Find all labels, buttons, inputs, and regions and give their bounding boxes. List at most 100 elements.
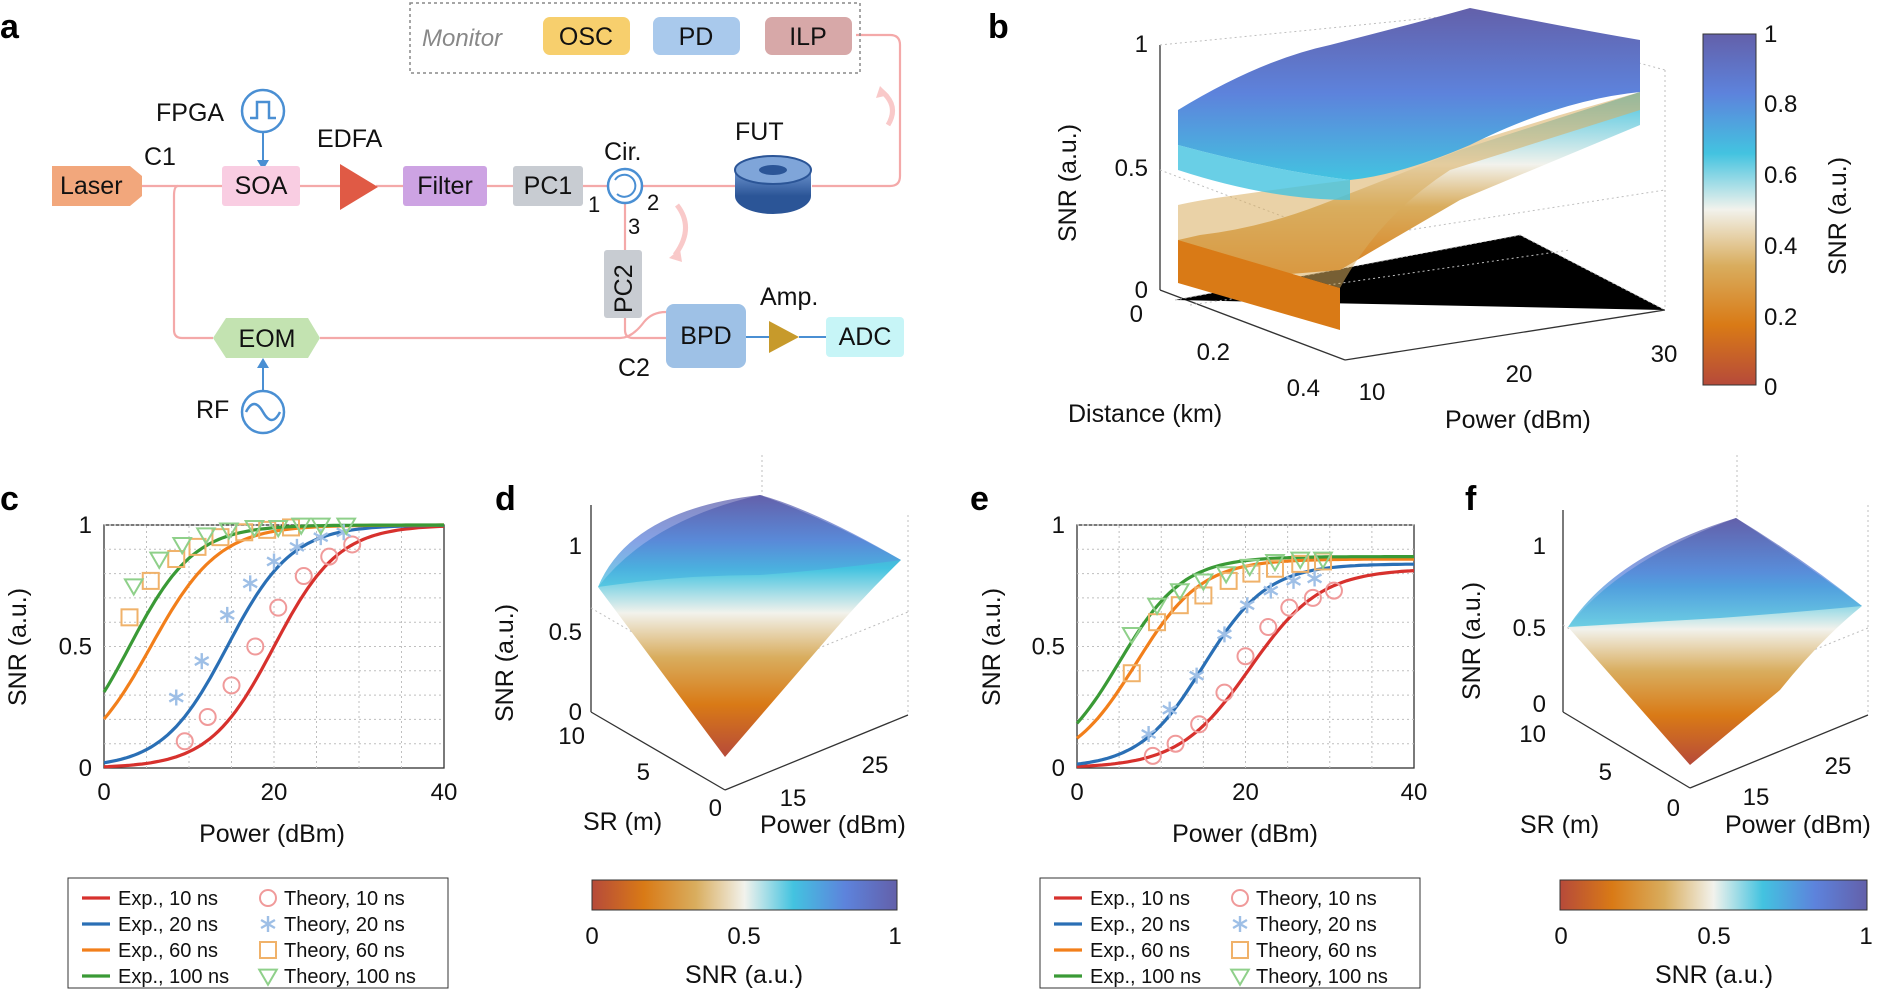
colorbar-d-label: SNR (a.u.) [685,961,803,989]
theory-marker-c-3-1 [148,551,170,570]
theory-marker-e-1-6 [1285,572,1302,589]
y-axis-b [1344,309,1666,361]
x-tick-e-1: 20 [1232,779,1259,806]
theory-marker-c-3-4 [218,522,240,541]
theory-marker-c-2-1 [141,571,160,590]
panel-label-d: d [495,480,516,518]
theory-marker-e-1-5 [1263,582,1279,599]
colorbar-b-tick-1: 0.2 [1764,304,1797,331]
theory-marker-e-1-2 [1189,667,1205,684]
x-axis-label-c: Power (dBm) [199,820,345,848]
legend-e [1039,877,1421,989]
legend-label-theory-c-1: Theory, 20 ns [284,914,405,936]
panel-label-b: b [988,8,1009,46]
surface-b-mid [1178,92,1640,288]
pc1-box [513,166,583,206]
surface-plot-b: 1 0.5 0 0 0.2 0.4 10 20 30 SNR (a.u.) Di… [1054,8,1852,434]
z-axis-label-f: SNR (a.u.) [1458,582,1486,700]
theory-marker-e-3-3 [1192,573,1214,592]
x-tick-b-2: 0.4 [1287,375,1320,402]
ilp-label: ILP [789,23,827,51]
theory-marker-c-0-4 [269,598,288,617]
theory-marker-c-1-2 [219,606,235,623]
x-tick-d-1: 5 [637,759,650,786]
z-tick-f-2: 0 [1533,691,1546,718]
osc-box [543,17,630,55]
colorbar-b [1702,33,1757,386]
legend-c [67,877,449,989]
theory-marker-e-1-1 [1162,701,1178,718]
theory-marker-e-3-4 [1215,566,1237,585]
y-tick-c-0: 0 [79,755,92,782]
colorbar-b-tick-0: 0 [1764,374,1777,401]
surface-b-upper-edge [1178,145,1350,200]
y-axis-label-c: SNR (a.u.) [4,588,32,706]
theory-marker-c-1-1 [194,653,210,670]
theory-marker-c-2-0 [120,608,139,627]
legend-label-theory-e-1: Theory, 20 ns [1256,914,1377,936]
legend-label-theory-c-3: Theory, 100 ns [284,966,416,988]
colorbar-f-label: SNR (a.u.) [1655,961,1773,989]
theory-marker-e-0-5 [1259,618,1278,637]
theory-marker-e-2-0 [1122,664,1141,683]
edfa-label: EDFA [317,125,383,153]
colorbar-b-label: SNR (a.u.) [1824,157,1852,275]
circulator-label: Cir. [604,138,642,166]
theory-marker-c-0-0 [175,732,194,751]
theory-marker-c-3-7 [290,517,312,536]
theory-marker-c-3-0 [123,578,145,597]
x-tick-b-0: 0 [1130,301,1143,328]
theory-marker-c-3-9 [335,517,357,536]
theory-marker-e-2-5 [1242,564,1261,583]
theory-marker-e-0-3 [1215,683,1234,702]
fpga-label: FPGA [156,99,224,127]
x-tick-f-2: 0 [1667,795,1680,822]
legend-label-c-0: Exp., 10 ns [118,888,218,910]
legend-label-theory-e-0: Theory, 10 ns [1256,888,1377,910]
arrowhead-upper [876,86,889,98]
osc-label: OSC [559,23,613,51]
y-tick-e-2: 1 [1052,512,1065,539]
x-axis-label-e: Power (dBm) [1172,820,1318,848]
z-tick-d-1: 0.5 [549,619,582,646]
surface-b-lower-front [1178,240,1340,330]
coupler-c1-label: C1 [144,143,176,171]
z-tick-b-1: 0.5 [1115,155,1148,182]
y-tick-c-1: 0.5 [59,634,92,661]
theory-marker-c-1-4 [266,553,282,570]
line-chart-c: SNR (a.u.) Power (dBm) 0 20 40 0 0.5 1 Exp., 1… [4,512,457,989]
theory-marker-c-3-2 [171,537,193,556]
legend-label-theory-e-2: Theory, 60 ns [1256,940,1377,962]
edfa-triangle [340,164,378,210]
theory-marker-e-0-8 [1324,581,1343,600]
eom-label: EOM [239,325,296,353]
adc-box [826,317,904,357]
legend-marker-e-3 [1229,968,1251,987]
theory-marker-c-2-2 [167,550,186,569]
fpga-pulse-icon [240,88,286,134]
x-tick-c-0: 0 [97,779,110,806]
theory-marker-c-3-5 [243,520,265,539]
theory-marker-e-0-7 [1303,588,1322,607]
x-tick-d-2: 0 [709,795,722,822]
ilp-box [765,17,852,55]
theory-marker-c-0-2 [222,676,241,695]
colorbar-d-tick-2: 1 [888,923,901,950]
theory-marker-c-3-6 [267,520,289,539]
y-tick-f-1: 25 [1825,753,1852,780]
theory-marker-c-0-6 [320,547,339,566]
theory-marker-c-0-1 [198,707,217,726]
amp-label: Amp. [760,283,818,311]
legend-label-c-1: Exp., 20 ns [118,914,218,936]
surface-plot-d: 1 0.5 0 10 5 0 15 25 SNR (a.u.) SR (m) P… [491,455,909,989]
fut-label: FUT [735,118,784,146]
legend-label-theory-e-3: Theory, 100 ns [1256,966,1388,988]
theory-marker-e-3-8 [1312,551,1334,570]
theory-marker-e-0-6 [1280,598,1299,617]
z-tick-b-2: 0 [1135,277,1148,304]
theory-marker-e-3-7 [1289,551,1311,570]
legend-label-e-3: Exp., 100 ns [1090,966,1201,988]
theory-marker-c-0-3 [246,637,265,656]
theory-marker-e-2-7 [1291,554,1310,573]
